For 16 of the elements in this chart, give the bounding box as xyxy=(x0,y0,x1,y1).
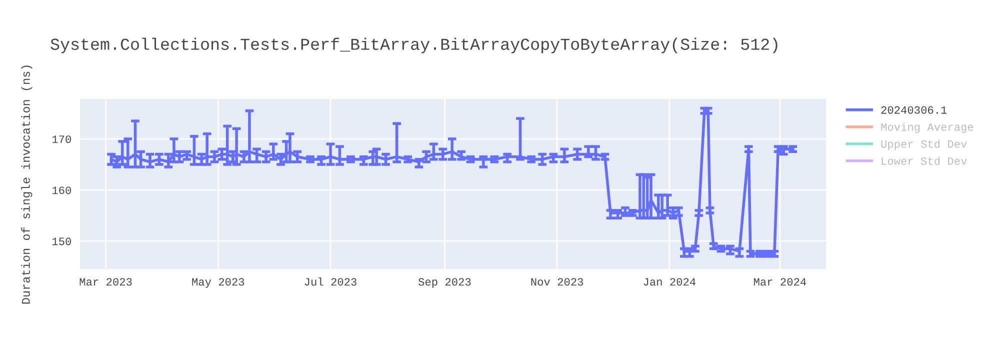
legend-label: Lower Std Dev xyxy=(882,156,967,165)
x-tick-label: Mar 2024 xyxy=(754,278,806,286)
x-tick-label: Sep 2023 xyxy=(418,278,471,288)
legend-label: Upper Std Dev xyxy=(881,140,967,150)
y-tick-label: 160 xyxy=(52,186,71,194)
x-tick-label: May 2023 xyxy=(192,278,244,288)
x-tick-label: Mar 2023 xyxy=(80,278,132,286)
y-tick-label: 170 xyxy=(52,135,71,144)
y-axis-title: Duration of single invocation (ns) xyxy=(21,66,32,304)
x-tick-label: Jul 2023 xyxy=(304,277,356,286)
chart-title: System.Collections.Tests.Perf_BitArray.BitArrayCopyToByteArray(Size: 512) xyxy=(50,38,778,54)
x-tick-label: Nov 2023 xyxy=(531,278,584,286)
y-tick-label: 150 xyxy=(52,238,71,246)
x-tick-label: Jan 2024 xyxy=(644,278,696,286)
legend-label: Moving Average xyxy=(881,122,974,134)
legend-label: 20240306.1 xyxy=(881,106,947,114)
